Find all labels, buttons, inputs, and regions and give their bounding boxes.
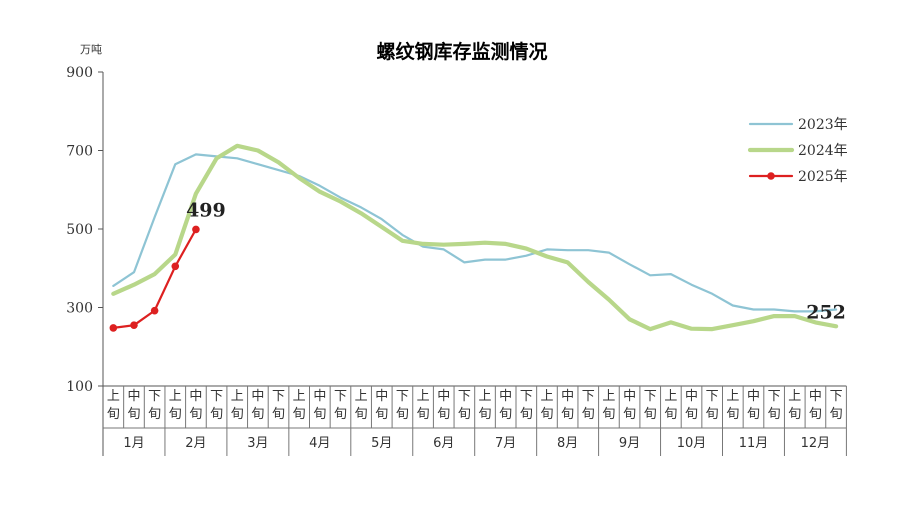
x-category-label: 下旬 [520,389,533,422]
legend-label: 2024年 [798,143,848,159]
series-point-2025 [130,321,138,329]
x-category-label: 中旬 [127,389,140,422]
x-category-label: 下旬 [830,389,843,422]
y-tick-label: 900 [66,65,93,81]
x-category-label: 下旬 [768,389,781,422]
y-tick-label: 300 [66,301,93,317]
x-category-label: 上旬 [293,389,306,422]
x-category-label: 中旬 [189,389,202,422]
x-category-label: 中旬 [685,389,698,422]
x-category-label: 上旬 [788,389,801,422]
x-category-label: 中旬 [561,389,574,422]
x-category-label: 下旬 [148,389,161,422]
x-month-label: 7月 [495,436,516,451]
x-month-label: 5月 [371,436,392,451]
x-category-label: 上旬 [417,389,430,422]
x-month-label: 8月 [557,436,578,451]
x-category-label: 上旬 [664,389,677,422]
x-category-label: 下旬 [458,389,471,422]
x-category-label: 下旬 [272,389,285,422]
y-tick-label: 700 [66,144,93,160]
legend-label: 2023年 [798,117,848,133]
y-tick-label: 500 [66,222,93,238]
x-category-label: 上旬 [231,389,244,422]
series-point-2025 [171,262,180,271]
x-category-label: 上旬 [355,389,368,422]
x-month-label: 10月 [677,436,707,451]
y-axis-unit: 万吨 [80,43,102,56]
x-category-label: 下旬 [706,389,719,422]
x-category-label: 上旬 [602,389,615,422]
x-month-label: 1月 [123,436,144,451]
series-group [109,143,839,332]
chart-title: 螺纹钢库存监测情况 [376,40,547,63]
x-month-label: 4月 [309,436,330,451]
data-labels: 499 252 [186,199,846,323]
x-category-label: 上旬 [169,389,182,422]
x-month-label: 3月 [247,436,268,451]
legend-marker [767,172,775,180]
x-month-label: 6月 [433,436,454,451]
x-category-label: 中旬 [499,389,512,422]
series-point-2025 [109,324,118,332]
x-category-label: 中旬 [747,389,760,422]
series-line-2024年 [111,143,839,332]
x-category-label: 上旬 [726,389,739,422]
x-category-label: 下旬 [582,389,595,422]
x-category-label: 下旬 [644,389,657,422]
data-label: 499 [186,199,226,221]
data-label: 252 [806,301,846,323]
series-point-2025 [192,225,200,234]
x-month-label: 2月 [185,436,206,451]
series-line-2023年 [112,153,838,313]
y-axis-ticks: 100 300 500 700 900 [66,65,103,395]
x-category-label: 下旬 [396,389,409,422]
x-month-label: 12月 [801,436,831,451]
y-tick-label: 100 [66,379,93,395]
legend: 2023年 2024年 2025年 [747,117,848,185]
x-category-label: 上旬 [540,389,553,422]
x-axis-categories: 上旬中旬下旬1月上旬中旬下旬2月上旬中旬下旬3月上旬中旬下旬4月上旬中旬下旬5月… [103,386,847,456]
x-category-label: 上旬 [107,389,120,422]
x-month-label: 11月 [739,436,769,451]
x-category-label: 下旬 [210,389,223,422]
x-month-label: 9月 [619,436,640,451]
x-category-label: 中旬 [437,389,450,422]
x-category-label: 中旬 [251,389,264,422]
x-category-label: 中旬 [375,389,388,422]
legend-label: 2025年 [798,169,848,185]
x-category-label: 中旬 [313,389,326,422]
x-category-label: 中旬 [809,389,822,422]
x-category-label: 下旬 [334,389,347,422]
x-category-label: 上旬 [479,389,492,422]
series-point-2025 [150,306,159,315]
x-category-label: 中旬 [623,389,636,422]
